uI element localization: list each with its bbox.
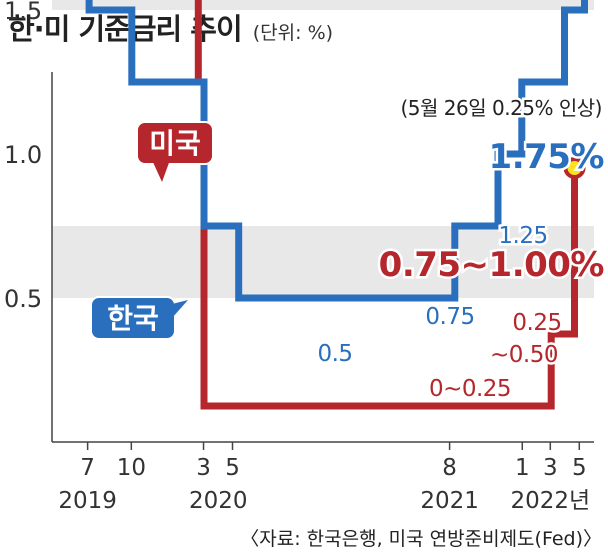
unit-label: (단위: %) <box>252 22 334 44</box>
us-series-name: 미국 <box>149 127 201 160</box>
year-label: 2021 <box>420 488 479 514</box>
us-end-value: 0.75~1.00% <box>379 245 604 285</box>
x-tick-label: 3 <box>196 455 211 481</box>
korea-rate-annotation: 1.25 <box>498 223 547 249</box>
grid-band <box>52 226 594 298</box>
us-rate-annotation: 0~0.25 <box>429 376 511 402</box>
x-tick-label: 5 <box>572 455 587 481</box>
korea-rate-line <box>85 0 588 302</box>
us-rate-annotation: ~0.50 <box>490 342 558 368</box>
us-rate-annotation: 0.25 <box>512 310 561 336</box>
x-tick-label: 5 <box>225 455 240 481</box>
korea-rate-annotation: 0.75 <box>425 304 474 330</box>
x-tick-label: 8 <box>442 455 457 481</box>
korea-legend-badge: 한국 <box>90 296 188 340</box>
us-end-dot <box>563 157 586 179</box>
korea-series-name: 한국 <box>107 302 159 335</box>
series-lines <box>85 0 588 410</box>
axes: 0.51.01.52.02.57103581352019202020212022… <box>4 0 594 514</box>
year-label: 2022년 <box>510 488 590 514</box>
grid-band <box>52 0 594 10</box>
y-tick-label: 0.5 <box>4 285 42 313</box>
korea-rate-annotation: 0.5 <box>317 341 352 367</box>
y-tick-label: 1.5 <box>4 0 42 25</box>
y-tick-label: 1.0 <box>4 141 42 169</box>
us-rate-line <box>194 0 578 410</box>
rate-hike-note: (5월 26일 0.25% 인상) <box>401 96 603 120</box>
x-tick-label: 3 <box>543 455 558 481</box>
x-tick-label: 7 <box>80 455 95 481</box>
chart-header: 한·미 기준금리 추이 (단위: %) <box>8 6 333 48</box>
x-tick-label: 1 <box>515 455 530 481</box>
grid-bands <box>52 0 594 298</box>
source-note: 〈자료: 한국은행, 미국 연방준비제도(Fed)〉 <box>240 528 602 550</box>
x-tick-label: 10 <box>117 455 146 481</box>
korea-end-value: 1.75% <box>489 137 604 177</box>
us-legend-badge: 미국 <box>136 121 214 182</box>
year-label: 2020 <box>189 488 248 514</box>
year-label: 2019 <box>58 488 117 514</box>
chart-title: 한·미 기준금리 추이 <box>8 12 243 46</box>
